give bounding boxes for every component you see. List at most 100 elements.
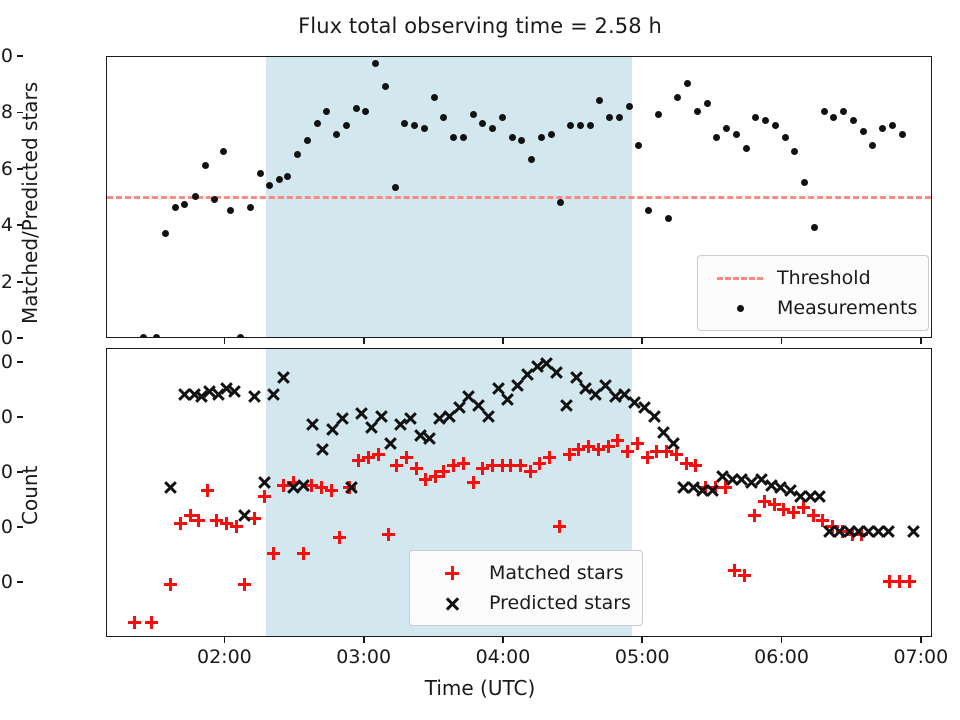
measurement-point [869,142,877,150]
measurement-point [567,122,575,130]
matched-star-point [495,459,509,473]
predicted-star-point [501,393,515,407]
measurement-point [752,113,760,121]
legend-item-matched-stars[interactable]: Matched stars [421,558,631,588]
measurement-point [801,178,809,186]
predicted-star-point [228,384,242,398]
ratio-y-axis-label: Matched/Predicted stars [18,81,42,324]
matched-star-point [314,481,328,495]
legend-item-measurements[interactable]: Measurements [709,293,917,323]
count-legend[interactable]: Matched stars Predicted stars [409,550,643,626]
measurement-point [284,173,292,181]
predicted-star-point [316,442,330,456]
measurement-point [723,125,731,133]
matched-star-point [640,450,654,464]
measurement-point [352,105,360,113]
matched-star-point [689,459,703,473]
tick-mark [17,55,23,57]
predicted-star-point [881,525,895,539]
tick-mark [17,471,23,473]
measurement-point [771,122,779,130]
measurement-point [171,204,179,212]
measurement-point [303,136,311,144]
matched-star-point [533,456,547,470]
matched-star-point [267,547,281,561]
matched-star-point [747,508,761,522]
tick-label: 40 [0,515,13,538]
measurement-point [192,192,200,200]
matched-star-point [572,442,586,456]
measurement-point [635,142,643,150]
tick-mark [780,637,783,643]
matched-star-point [601,439,615,453]
matched-star-point [650,445,664,459]
matched-star-point [220,517,234,531]
predicted-star-point [355,406,369,420]
matched-star-point [174,517,188,531]
predicted-star-point [906,525,920,539]
tick-mark [17,416,23,418]
matched-star-point [816,514,830,528]
measurement-point [401,119,409,127]
measurement-point [161,229,169,237]
tick-mark [502,637,504,643]
predicted-star-point [559,398,573,412]
tick-label: 03:00 [336,646,392,668]
legend-label-threshold: Threshold [777,267,871,289]
matched-star-point [429,470,443,484]
measurement-point [625,102,633,110]
matched-star-point [738,569,752,583]
predicted-star-point [345,481,359,495]
matched-star-point [892,574,906,588]
predicted-star-point [813,489,827,503]
matched-star-point [504,459,518,473]
matched-star-point [679,456,693,470]
tick-label: 0.0 [0,327,13,349]
measurement-point [202,161,210,169]
matched-star-point [277,478,291,492]
measurement-point [420,125,428,133]
matched-star-point [305,478,319,492]
predicted-star-point [238,508,252,522]
matched-star-point [466,475,480,489]
matched-star-point [247,511,261,525]
measurement-point [459,133,467,141]
matched-star-point [777,503,791,517]
tick-mark [919,637,922,643]
measurement-point [153,333,161,337]
ratio-legend[interactable]: Threshold Measurements [697,255,930,331]
tick-label: 06:00 [754,646,809,668]
measurement-point [742,144,750,152]
measurement-point [596,97,604,105]
measurement-point [810,223,818,231]
matched-star-point [660,445,674,459]
matched-star-point [621,445,635,459]
legend-item-predicted-stars[interactable]: Predicted stars [421,588,631,618]
matched-star-point [523,464,537,478]
legend-label-matched-stars: Matched stars [489,562,624,584]
predicted-star-point [481,409,495,423]
matched-star-point [409,462,423,475]
measurement-point [294,150,302,158]
tick-mark [362,338,365,344]
matched-star-point [381,528,395,542]
predicted-star-point [306,417,320,431]
tick-label: 0.2 [0,270,13,293]
tick-label: 60 [0,460,13,483]
measurement-point [508,133,516,141]
tick-label: 0.8 [0,101,13,124]
measurement-point [391,184,399,192]
predicted-star-point [706,484,720,498]
legend-item-threshold[interactable]: Threshold [709,263,917,293]
tick-mark [17,581,23,583]
measurement-point [547,130,555,138]
measurement-point [849,116,857,124]
matched-star-point [757,495,771,509]
tick-mark [502,338,504,344]
tick-mark [641,637,644,643]
matched-star-point [728,563,742,577]
tick-label: 80 [0,405,13,428]
matched-star-point [390,459,404,473]
measurement-point [664,215,672,223]
matched-star-point [476,462,490,475]
